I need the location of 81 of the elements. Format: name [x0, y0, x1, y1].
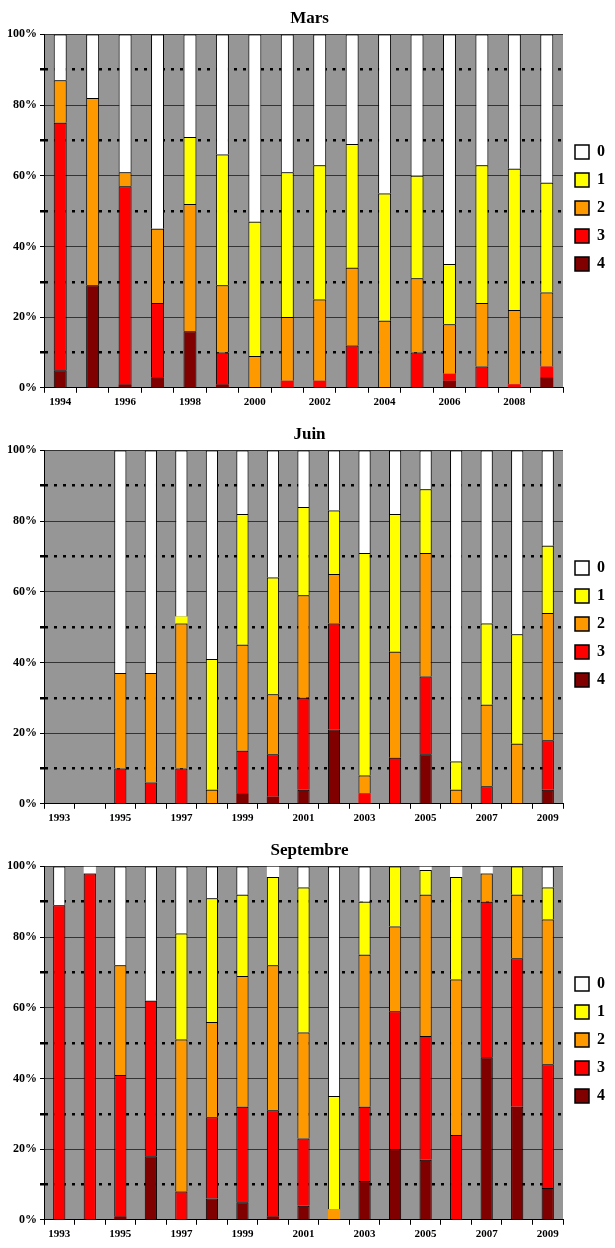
x-tick-label: 1997	[170, 1227, 193, 1240]
bar	[236, 793, 249, 804]
x-tick-label: 2003	[353, 1227, 377, 1240]
x-tick-label: 1995	[109, 1227, 132, 1240]
x-tick-label: 1999	[231, 1227, 254, 1240]
y-tick-label: 80%	[13, 513, 37, 528]
y-tick-label: 100%	[7, 858, 37, 873]
bar	[118, 384, 132, 388]
legend-label: 1	[597, 1002, 605, 1020]
x-tick-label: 1993	[48, 811, 71, 824]
bar	[215, 384, 229, 388]
x-tick-label: 1996	[114, 395, 137, 408]
legend-label: 2	[597, 198, 605, 216]
legend-label: 4	[597, 254, 605, 272]
legend-label: 0	[597, 974, 605, 992]
y-tick-label: 60%	[13, 999, 37, 1014]
y-tick-label: 60%	[13, 583, 37, 598]
x-tick-label: 2009	[536, 811, 560, 824]
legend-label: 1	[597, 170, 605, 188]
bar	[266, 796, 280, 804]
y-tick-label: 60%	[13, 167, 37, 182]
x-tick-label: 1994	[49, 395, 72, 408]
y-tick-label: 20%	[13, 309, 37, 324]
x-tick-label: 1999	[231, 811, 254, 824]
bar	[280, 380, 294, 388]
chart-title: Juin	[293, 423, 327, 443]
chart-title: Mars	[290, 7, 330, 27]
bar	[151, 377, 165, 388]
bar	[175, 616, 188, 624]
x-tick-label: 2008	[503, 395, 526, 408]
y-tick-label: 40%	[13, 238, 37, 253]
y-tick-label: 20%	[13, 725, 37, 740]
bar	[266, 866, 280, 877]
x-tick-label: 1995	[109, 811, 132, 824]
legend-label: 3	[597, 226, 605, 244]
x-tick-label: 2006	[438, 395, 461, 408]
bar	[114, 1216, 127, 1220]
chart-title: Septembre	[270, 839, 349, 859]
y-tick-label: 100%	[7, 26, 37, 41]
x-tick-label: 2007	[475, 811, 499, 824]
legend-label: 2	[597, 1030, 605, 1048]
bar	[266, 1216, 280, 1220]
y-tick-label: 40%	[13, 1070, 37, 1085]
bar	[358, 793, 371, 804]
y-tick-label: 40%	[13, 654, 37, 669]
legend-label: 3	[597, 642, 605, 660]
bar	[327, 1209, 341, 1220]
x-tick-label: 1993	[48, 1227, 71, 1240]
bar	[442, 373, 456, 381]
legend-label: 2	[597, 614, 605, 632]
y-tick-label: 100%	[7, 442, 37, 457]
x-tick-label: 1998	[178, 395, 202, 408]
y-tick-label: 0%	[19, 1211, 37, 1226]
legend-label: 4	[597, 1086, 605, 1104]
x-tick-label: 2001	[292, 1227, 315, 1240]
x-tick-label: 2003	[353, 811, 377, 824]
bar	[442, 380, 456, 388]
x-tick-label: 2005	[414, 1227, 438, 1240]
legend-label: 0	[597, 558, 605, 576]
bar	[313, 380, 327, 388]
y-tick-label: 0%	[19, 795, 37, 810]
x-tick-label: 1997	[170, 811, 193, 824]
bar	[540, 366, 554, 378]
x-tick-label: 2009	[536, 1227, 560, 1240]
bar	[540, 377, 554, 388]
x-tick-label: 2000	[243, 395, 267, 408]
x-tick-label: 2005	[414, 811, 438, 824]
bar	[450, 866, 463, 877]
bar	[507, 384, 521, 388]
x-tick-label: 2007	[475, 1227, 499, 1240]
legend-label: 3	[597, 1058, 605, 1076]
y-tick-label: 0%	[19, 379, 37, 394]
y-tick-label: 80%	[13, 97, 37, 112]
legend-label: 0	[597, 142, 605, 160]
x-tick-label: 2001	[292, 811, 315, 824]
y-tick-label: 20%	[13, 1141, 37, 1156]
x-tick-label: 2002	[308, 395, 332, 408]
legend-label: 1	[597, 586, 605, 604]
y-tick-label: 80%	[13, 929, 37, 944]
legend-label: 4	[597, 670, 605, 688]
x-tick-label: 2004	[373, 395, 397, 408]
